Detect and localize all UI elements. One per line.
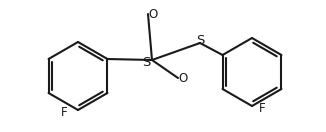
Text: S: S (196, 34, 204, 48)
Text: F: F (61, 105, 67, 119)
Text: O: O (148, 8, 158, 22)
Text: O: O (178, 72, 188, 86)
Text: F: F (259, 102, 265, 114)
Text: S: S (142, 55, 150, 69)
